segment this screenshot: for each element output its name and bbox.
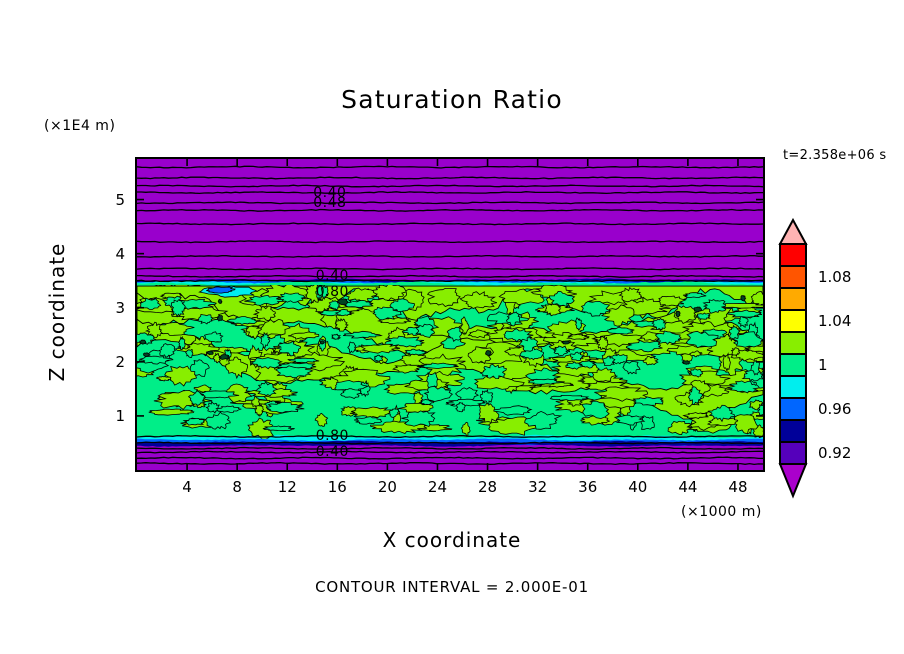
x-axis-title: X coordinate xyxy=(382,528,522,552)
colorbar: 1.08 1.04 1 0.96 0.92 xyxy=(778,218,898,518)
contour-field xyxy=(137,159,763,470)
x-tick-label: 12 xyxy=(277,478,297,496)
contour-interval-caption: CONTOUR INTERVAL = 2.000E-01 xyxy=(315,578,589,596)
x-tick-label: 4 xyxy=(182,478,192,496)
chart-title: Saturation Ratio xyxy=(341,85,563,114)
x-tick-label: 20 xyxy=(377,478,397,496)
colorbar-band xyxy=(779,331,807,355)
colorbar-swatches xyxy=(778,218,808,499)
contour-label: 0.80 xyxy=(315,284,349,301)
colorbar-band xyxy=(779,287,807,311)
colorbar-band xyxy=(779,419,807,443)
contour-label: 0.40 xyxy=(315,268,349,285)
x-tick-label: 44 xyxy=(678,478,698,496)
contour-plot-area xyxy=(135,157,765,472)
colorbar-band xyxy=(779,441,807,465)
y-tick-label: 2 xyxy=(115,352,125,371)
x-tick-label: 48 xyxy=(728,478,748,496)
x-tick-label: 24 xyxy=(427,478,448,496)
colorbar-tick-label: 1.04 xyxy=(818,312,852,330)
x-tick-label: 28 xyxy=(478,478,498,496)
contour-label: 0.40 xyxy=(313,184,347,201)
x-tick-label: 36 xyxy=(578,478,598,496)
x-tick-label: 8 xyxy=(232,478,242,496)
colorbar-band xyxy=(779,265,807,289)
x-tick-label: 40 xyxy=(628,478,648,496)
contour-label: 0.40 xyxy=(315,444,349,461)
colorbar-band xyxy=(779,353,807,377)
x-tick-label: 32 xyxy=(528,478,548,496)
colorbar-tick-label: 1 xyxy=(818,356,828,374)
x-axis-units-label: (×1000 m) xyxy=(681,504,762,520)
colorbar-band xyxy=(779,243,807,267)
y-tick-label: 1 xyxy=(115,406,125,425)
y-tick-label: 3 xyxy=(115,298,125,317)
colorbar-under-arrow xyxy=(778,463,808,499)
colorbar-over-arrow xyxy=(778,218,808,245)
colorbar-tick-label: 0.92 xyxy=(818,444,852,462)
contour-label: 0.48 xyxy=(313,194,347,211)
y-axis-title: Z coordinate xyxy=(45,242,69,382)
x-tick-label: 16 xyxy=(327,478,347,496)
y-axis-units-label: (×1E4 m) xyxy=(44,118,116,134)
contour-label: 0.80 xyxy=(315,428,349,445)
colorbar-band xyxy=(779,309,807,333)
y-tick-label: 4 xyxy=(115,244,125,263)
colorbar-band xyxy=(779,375,807,399)
colorbar-tick-label: 1.08 xyxy=(818,268,852,286)
y-tick-label: 5 xyxy=(115,190,125,209)
colorbar-tick-label: 0.96 xyxy=(818,400,852,418)
time-annotation: t=2.358e+06 s xyxy=(783,148,887,163)
colorbar-band xyxy=(779,397,807,421)
